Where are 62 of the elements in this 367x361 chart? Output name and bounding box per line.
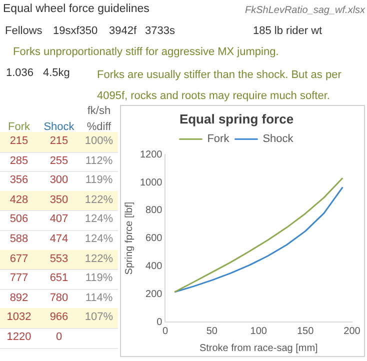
text: 255 bbox=[48, 154, 70, 167]
y-tick-label: 200 bbox=[146, 288, 163, 300]
text: Forks unproportionatly stiff for aggressive MX jumping. bbox=[13, 46, 279, 58]
text: 124% bbox=[84, 233, 114, 245]
text: 119% bbox=[84, 174, 114, 186]
text: 677 bbox=[8, 252, 30, 265]
text: 966 bbox=[48, 311, 70, 324]
x-tick-label: 200 bbox=[344, 326, 361, 337]
y-tick-label: 400 bbox=[146, 260, 163, 272]
text: Shock bbox=[44, 121, 74, 133]
text: 185 lb rider wt bbox=[253, 25, 322, 37]
y-tick-label: 1000 bbox=[140, 177, 163, 188]
x-tick-label: 50 bbox=[206, 326, 218, 337]
text: 777 bbox=[8, 272, 30, 284]
x-tick-label: 150 bbox=[296, 326, 314, 337]
y-axis-title: Spring fprce [lbf] bbox=[124, 202, 135, 275]
text: 19sxf350 bbox=[53, 25, 98, 37]
text: 3733s bbox=[145, 25, 175, 37]
text: 651 bbox=[48, 272, 70, 284]
text: 107% bbox=[84, 311, 114, 324]
text: 112% bbox=[84, 154, 114, 167]
text: 350 bbox=[48, 194, 70, 206]
text: 100% bbox=[84, 135, 114, 147]
text: 407 bbox=[48, 213, 70, 226]
text: Equal wheel force guidelines bbox=[3, 3, 150, 15]
chart-title: Equal spring force bbox=[179, 111, 294, 126]
text: 553 bbox=[48, 252, 70, 265]
text: 124% bbox=[84, 213, 114, 226]
text: 474 bbox=[48, 233, 70, 245]
text: 122% bbox=[84, 252, 114, 265]
text: 1032 bbox=[6, 311, 32, 324]
text: 215 bbox=[48, 135, 70, 147]
text: %diff bbox=[86, 121, 112, 133]
y-tick-label: 800 bbox=[146, 205, 163, 216]
text: 3942f bbox=[109, 25, 137, 37]
text: 300 bbox=[48, 174, 70, 186]
text: 780 bbox=[48, 292, 70, 304]
text: 1.036 bbox=[6, 67, 34, 79]
y-tick-label: 1200 bbox=[140, 149, 163, 160]
text: 892 bbox=[8, 292, 30, 304]
text: 122% bbox=[84, 194, 114, 206]
text: 215 bbox=[8, 135, 30, 147]
legend-label: Shock bbox=[262, 133, 294, 146]
text: 428 bbox=[8, 194, 30, 206]
text: 506 bbox=[8, 213, 30, 226]
text: 356 bbox=[8, 174, 30, 186]
text: 4.5kg bbox=[43, 67, 70, 79]
legend-label: Fork bbox=[207, 133, 230, 146]
text: Forks are usually stiffer than the shock. But as per 4095f, rocks and roots may require much softer. bbox=[97, 69, 342, 102]
text: 1220 bbox=[6, 331, 32, 343]
y-tick-label: 0 bbox=[156, 316, 163, 328]
text: 119% bbox=[84, 272, 114, 284]
x-tick-label: 100 bbox=[250, 326, 268, 337]
text: 588 bbox=[8, 233, 30, 245]
text: Fellows bbox=[5, 25, 42, 37]
text: fk/sh bbox=[86, 105, 112, 117]
text: 114% bbox=[84, 292, 114, 304]
text: Fork bbox=[8, 121, 30, 133]
x-axis-title: Stroke from race-sag [mm] bbox=[199, 342, 318, 354]
y-tick-label: 600 bbox=[146, 233, 163, 244]
text: FkShLevRatio_sag_wf.xlsx bbox=[245, 5, 366, 16]
text: 285 bbox=[8, 154, 30, 167]
